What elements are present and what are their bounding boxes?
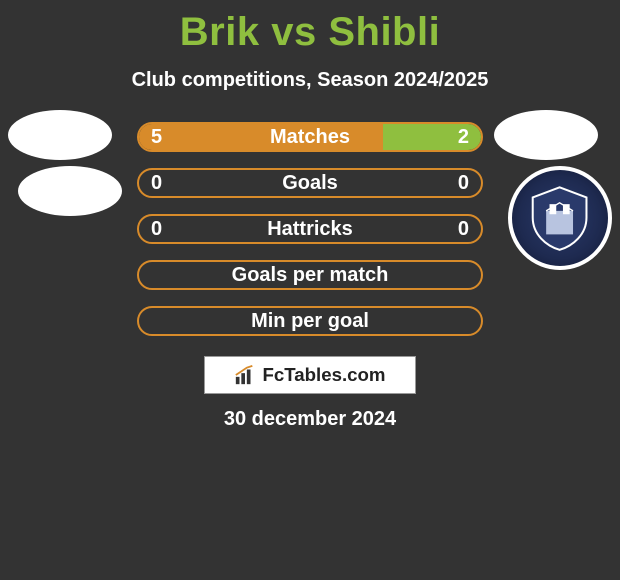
comparison-widget: Brik vs Shibli Club competitions, Season…	[0, 0, 620, 92]
bar-label: Min per goal	[139, 308, 481, 334]
player-right-avatar	[494, 110, 598, 160]
page-title: Brik vs Shibli	[0, 0, 620, 55]
attribution-logo: FcTables.com	[204, 356, 416, 394]
stat-bar: Goals0 0	[137, 168, 483, 198]
bar-value-left: 0	[151, 216, 162, 242]
player-left-avatar	[8, 110, 112, 160]
stat-bar: Goals per match	[137, 260, 483, 290]
shield-icon	[526, 184, 593, 251]
attribution-text: FcTables.com	[262, 364, 385, 386]
bar-value-right: 0	[458, 170, 469, 196]
bar-value-left: 0	[151, 170, 162, 196]
team-left-logo	[18, 166, 122, 216]
title-vs: vs	[271, 10, 317, 54]
bar-label: Hattricks	[139, 216, 481, 242]
footer-date: 30 december 2024	[0, 408, 620, 431]
bar-label: Goals per match	[139, 262, 481, 288]
bar-chart-icon	[234, 364, 256, 386]
subtitle: Club competitions, Season 2024/2025	[0, 69, 620, 92]
stats-bars: Matches52Goals00Hattricks00Goals per mat…	[137, 122, 483, 352]
bar-label: Goals	[139, 170, 481, 196]
bar-value-right: 2	[458, 124, 469, 150]
stat-bar: Matches5 2	[137, 122, 483, 152]
stat-bar: Min per goal	[137, 306, 483, 336]
bar-label: Matches	[139, 124, 481, 150]
stat-bar: Hattricks0 0	[137, 214, 483, 244]
team-right-logo	[508, 166, 612, 270]
bar-value-left: 5	[151, 124, 162, 150]
bar-value-right: 0	[458, 216, 469, 242]
title-player-left: Brik	[180, 10, 260, 54]
title-player-right: Shibli	[328, 10, 440, 54]
